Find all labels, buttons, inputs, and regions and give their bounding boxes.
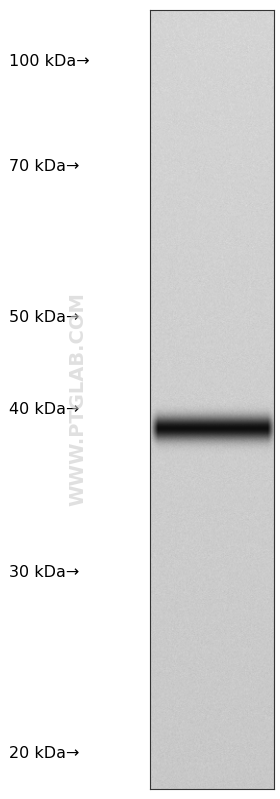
Text: 70 kDa→: 70 kDa→ [9,159,79,173]
Text: 30 kDa→: 30 kDa→ [9,566,79,580]
Text: WWW.PTGLAB.COM: WWW.PTGLAB.COM [68,292,87,507]
Text: 100 kDa→: 100 kDa→ [9,54,90,69]
Text: 20 kDa→: 20 kDa→ [9,746,79,761]
Text: 50 kDa→: 50 kDa→ [9,310,79,324]
Text: 40 kDa→: 40 kDa→ [9,403,79,417]
